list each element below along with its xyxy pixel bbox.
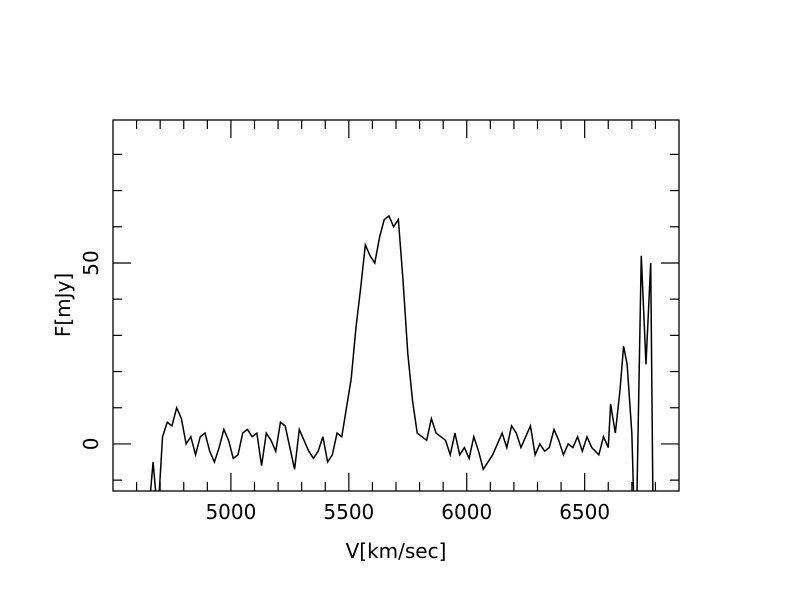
y-axis-label: F[mJy]: [51, 273, 75, 337]
y-tick-label: 50: [79, 250, 103, 275]
x-axis-label: V[km/sec]: [346, 539, 447, 563]
x-tick-label: 5500: [323, 500, 374, 524]
x-tick-label: 6500: [559, 500, 610, 524]
spectrum-line: [149, 214, 654, 491]
x-tick-label: 5000: [205, 500, 256, 524]
plot-frame: [112, 119, 680, 492]
y-tick-label: 0: [79, 438, 103, 451]
x-tick-label: 6000: [441, 500, 492, 524]
